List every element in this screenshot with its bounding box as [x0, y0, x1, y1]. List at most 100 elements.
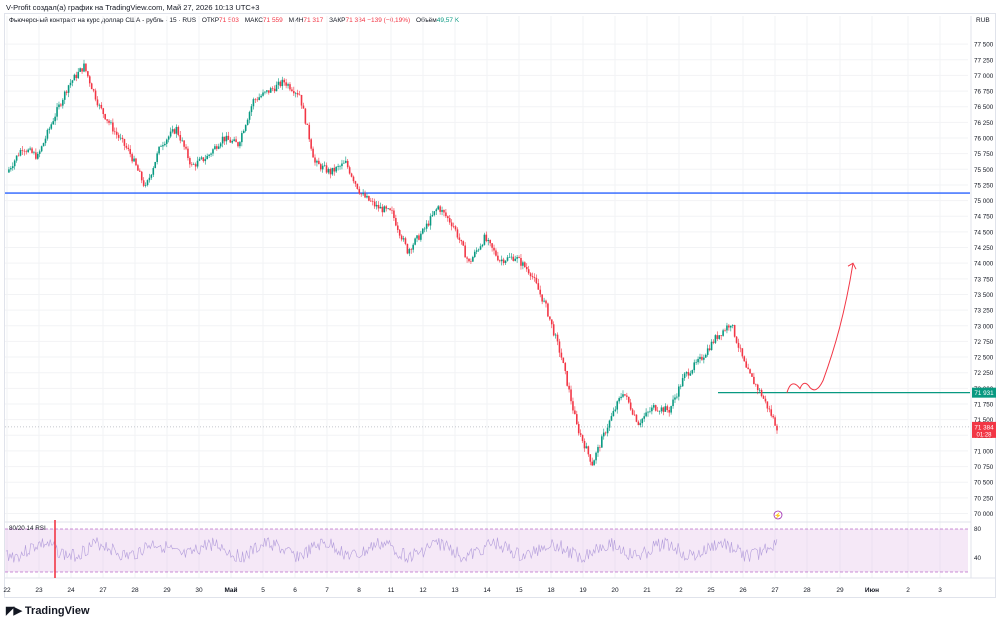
candle-body — [216, 146, 218, 149]
y-tick-label: 76 000 — [974, 136, 994, 143]
candle-body — [212, 149, 214, 154]
candle-body — [345, 160, 347, 163]
candle-body — [679, 386, 682, 387]
candle-body — [237, 142, 239, 147]
candle-body — [110, 122, 112, 124]
candle-body — [693, 362, 696, 371]
candle-body — [537, 283, 540, 290]
candle-body — [250, 106, 253, 113]
candle-body — [300, 94, 303, 106]
candle-body — [19, 150, 22, 156]
candle-body — [252, 99, 255, 107]
x-tick-label: 25 — [707, 587, 715, 594]
candle-body — [726, 325, 728, 331]
candle-body — [167, 136, 170, 140]
candle-body — [75, 74, 78, 79]
candle-body — [743, 356, 746, 362]
candle-body — [614, 409, 617, 411]
candle-body — [279, 81, 282, 87]
candle-body — [52, 121, 54, 125]
candle-body — [131, 154, 133, 162]
candle-body — [13, 160, 16, 167]
candle-body — [58, 104, 60, 108]
candle-body — [524, 262, 526, 268]
candle-body — [40, 146, 43, 152]
candle-body — [316, 160, 318, 163]
candle-body — [285, 82, 287, 86]
candle-body — [202, 157, 205, 162]
candle-body — [350, 173, 353, 177]
candle-body — [608, 420, 611, 428]
x-tick-label: 24 — [67, 587, 75, 594]
candle-body — [689, 373, 692, 376]
candle-body — [639, 423, 642, 426]
candle-body — [260, 95, 262, 98]
candle-body — [626, 395, 628, 397]
candle-body — [366, 195, 368, 198]
lightning-icon: ⚡ — [774, 512, 781, 520]
candle-body — [550, 319, 553, 325]
candle-body — [508, 257, 511, 258]
candle-body — [731, 324, 734, 326]
candle-body — [447, 216, 449, 219]
candle-body — [325, 165, 328, 173]
tradingview-brand: TradingView — [24, 604, 90, 617]
candle-body — [375, 204, 378, 207]
candle-body — [475, 250, 478, 252]
open-value: 71 503 — [219, 17, 239, 24]
candle-body — [327, 169, 330, 173]
candle-body — [481, 244, 484, 247]
candle-body — [437, 206, 439, 210]
candle-body — [595, 452, 597, 461]
candle-body — [612, 410, 615, 417]
candle-body — [256, 99, 259, 101]
candle-body — [206, 155, 208, 160]
candle-body — [724, 330, 726, 331]
candle-body — [529, 273, 532, 277]
candle-body — [554, 334, 557, 336]
x-tick-label: 5 — [261, 587, 265, 594]
candle-body — [162, 145, 164, 147]
y-tick-label: 70 750 — [974, 464, 994, 471]
candle-body — [115, 131, 118, 135]
candle-body — [706, 348, 709, 355]
candle-body — [181, 140, 183, 142]
candle-body — [772, 415, 774, 418]
candle-body — [429, 216, 432, 226]
candle-body — [368, 195, 370, 201]
candle-body — [96, 99, 99, 106]
x-tick-label: 22 — [3, 587, 11, 594]
candle-body — [522, 262, 524, 266]
candle-body — [670, 406, 672, 413]
candle-body — [687, 372, 690, 376]
candle-body — [653, 405, 655, 408]
candle-body — [637, 421, 640, 426]
tradingview-logo[interactable]: ◤▶ TradingView — [6, 604, 90, 618]
candle-body — [549, 316, 551, 320]
candle-body — [364, 193, 366, 198]
candle-body — [310, 139, 312, 149]
candle-body — [337, 166, 339, 167]
candle-body — [192, 164, 195, 165]
candle-body — [535, 277, 538, 284]
y-tick-label: 74 000 — [974, 261, 994, 268]
candle-body — [56, 107, 58, 117]
candle-body — [229, 139, 232, 143]
candle-body — [150, 174, 153, 178]
candle-body — [531, 276, 534, 278]
candle-body — [79, 68, 81, 72]
y-tick-label: 71 500 — [974, 417, 994, 424]
last-price-badge — [972, 421, 996, 438]
candle-body — [106, 119, 108, 121]
candle-body — [302, 105, 305, 109]
chart-caption: V-Profit создал(а) график на TradingView… — [6, 3, 260, 12]
candle-body — [664, 406, 667, 412]
candle-body — [470, 261, 472, 262]
candle-body — [225, 135, 228, 142]
candle-body — [616, 401, 619, 410]
y-tick-label: 75 000 — [974, 198, 994, 205]
candle-body — [425, 223, 428, 229]
candle-body — [164, 143, 166, 146]
candle-body — [314, 157, 316, 163]
